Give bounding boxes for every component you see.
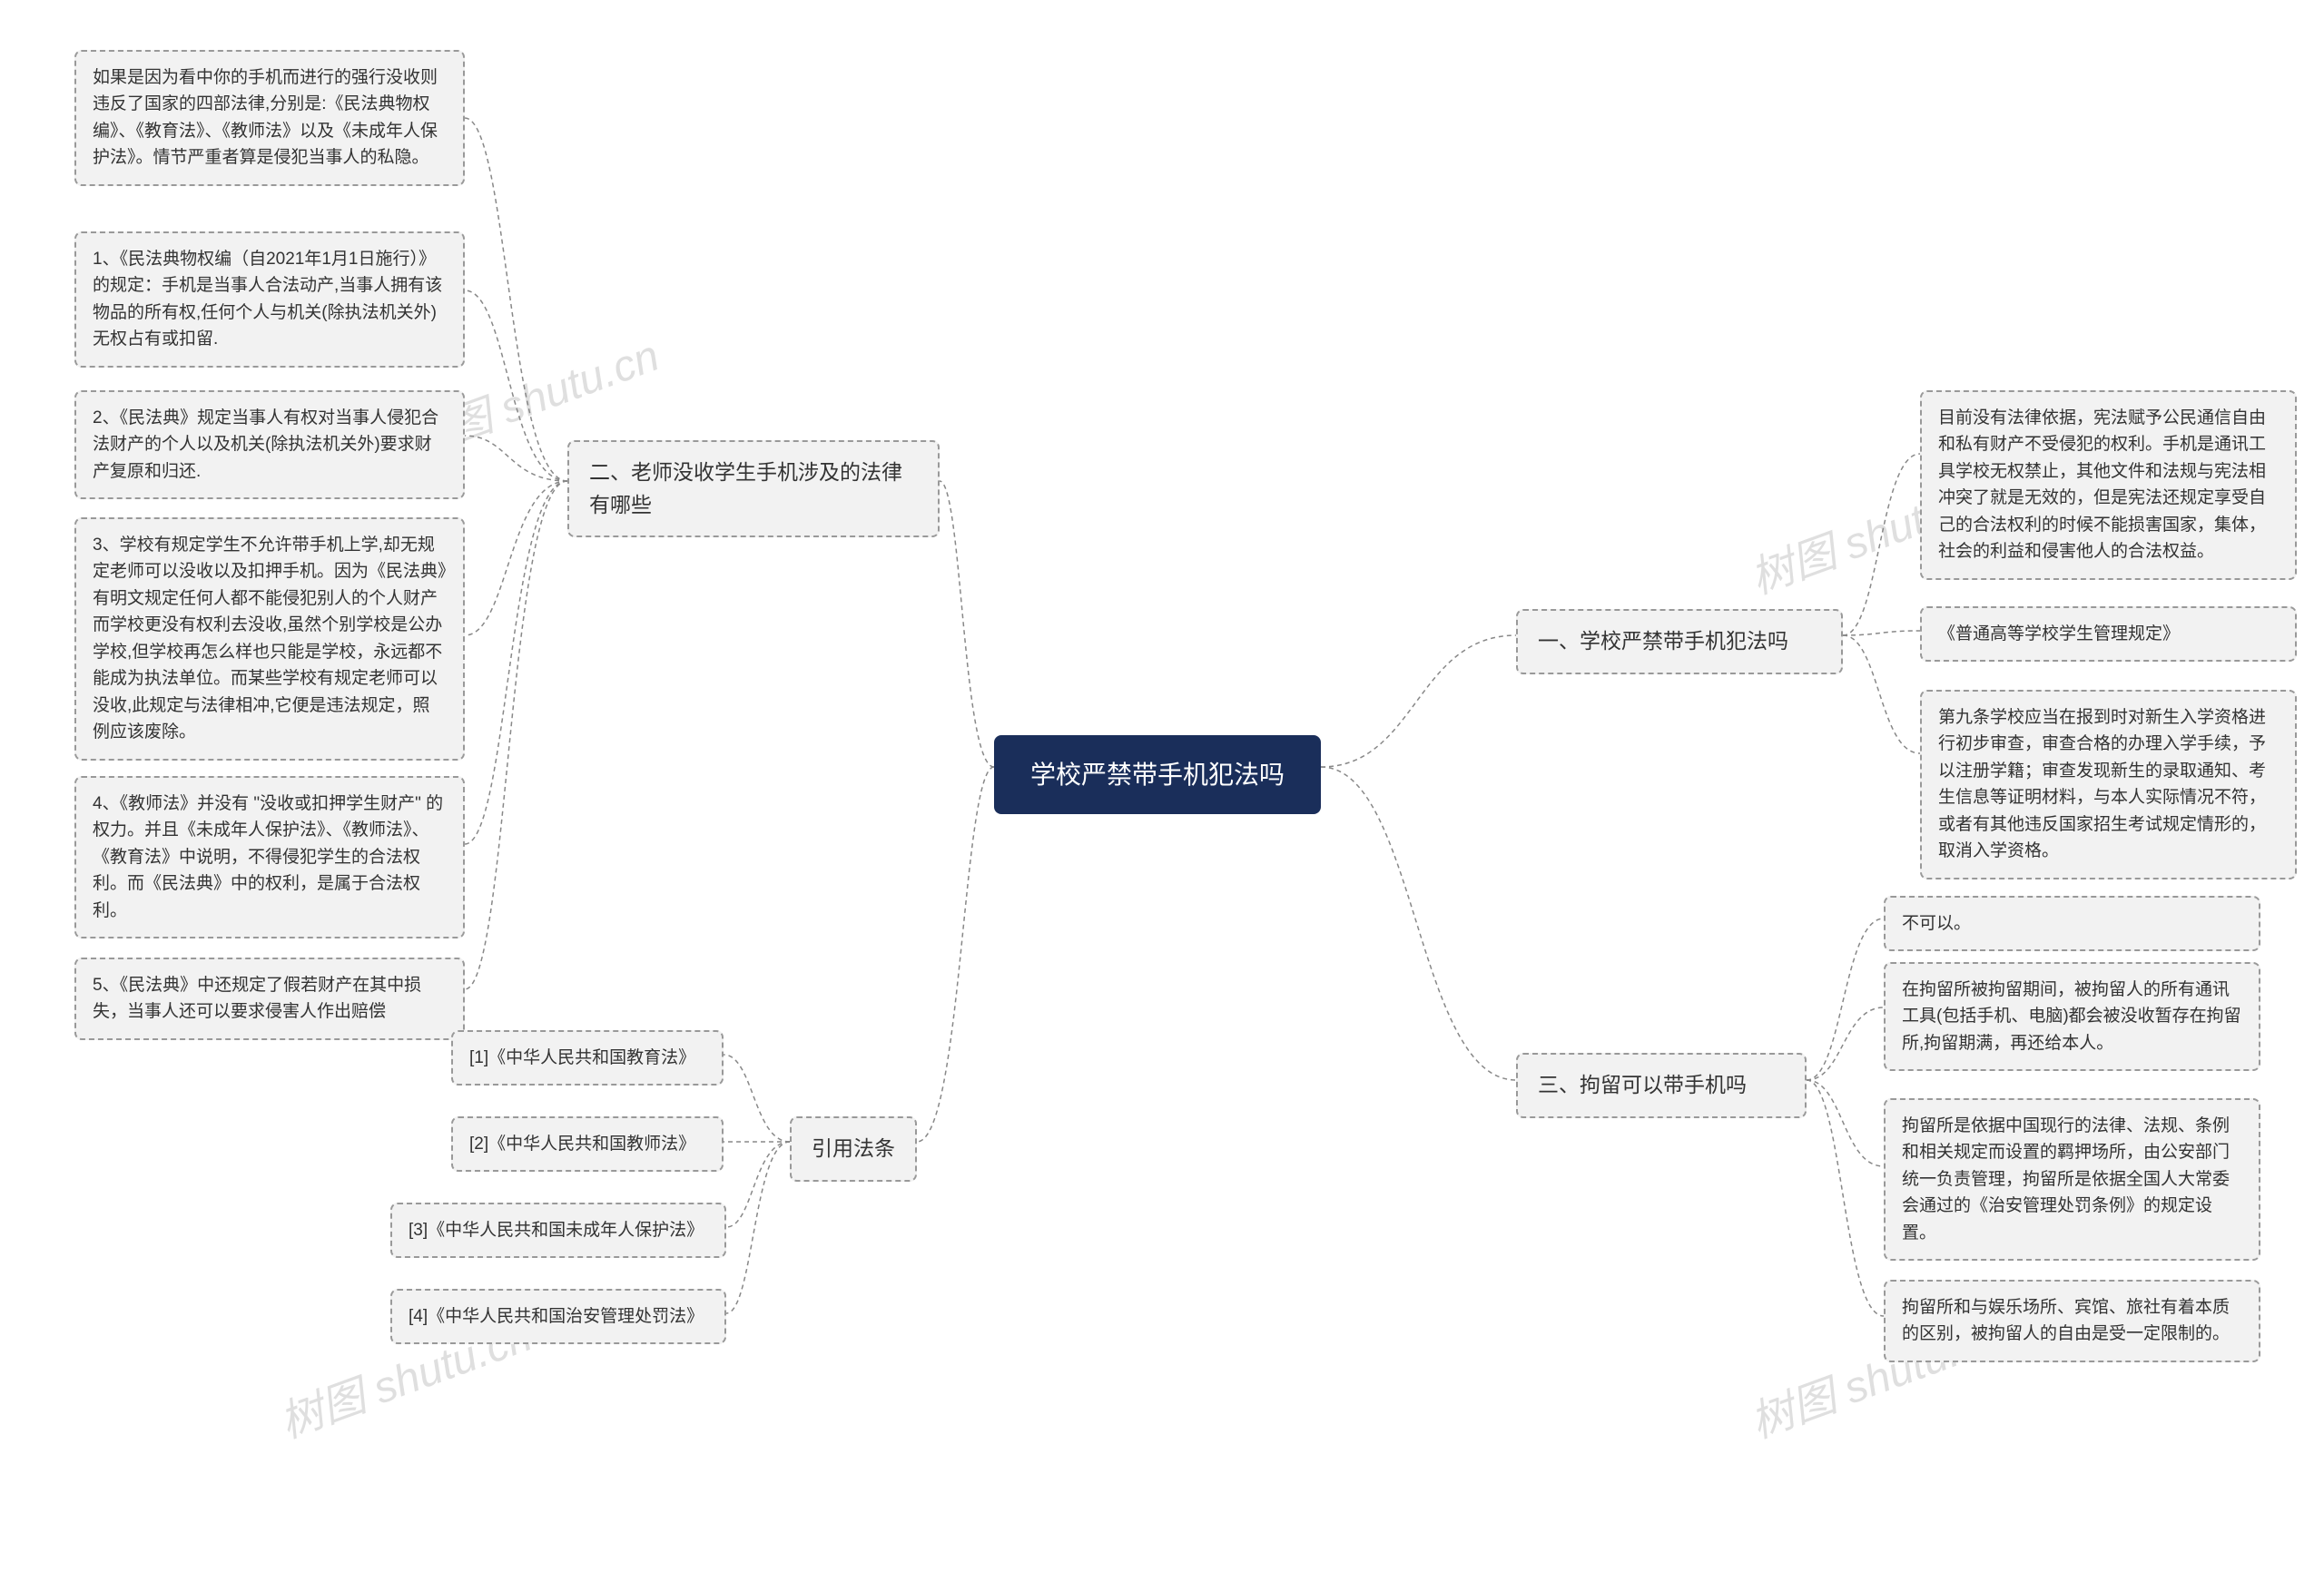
leaf-b3-0: 不可以。 bbox=[1884, 896, 2260, 951]
leaf-b3-3: 拘留所和与娱乐场所、宾馆、旅社有着本质的区别，被拘留人的自由是受一定限制的。 bbox=[1884, 1280, 2260, 1362]
leaf-b2-1: 1、《民法典物权编（自2021年1月1日施行）》的规定：手机是当事人合法动产,当… bbox=[74, 231, 465, 368]
leaf-b2-2: 2、《民法典》规定当事人有权对当事人侵犯合法财产的个人以及机关(除执法机关外)要… bbox=[74, 390, 465, 499]
root-node[interactable]: 学校严禁带手机犯法吗 bbox=[994, 735, 1321, 814]
leaf-b3-2: 拘留所是依据中国现行的法律、法规、条例和相关规定而设置的羁押场所，由公安部门统一… bbox=[1884, 1098, 2260, 1261]
branch-1[interactable]: 一、学校严禁带手机犯法吗 bbox=[1516, 609, 1843, 674]
leaf-b4-1: [2]《中华人民共和国教师法》 bbox=[451, 1116, 724, 1172]
leaf-b1-1: 《普通高等学校学生管理规定》 bbox=[1920, 606, 2297, 662]
leaf-b2-4: 4、《教师法》并没有 "没收或扣押学生财产" 的权力。并且《未成年人保护法》、《… bbox=[74, 776, 465, 938]
leaf-b2-5: 5、《民法典》中还规定了假若财产在其中损失，当事人还可以要求侵害人作出赔偿 bbox=[74, 958, 465, 1040]
leaf-b4-2: [3]《中华人民共和国未成年人保护法》 bbox=[390, 1203, 726, 1258]
leaf-b1-0: 目前没有法律依据，宪法赋予公民通信自由和私有财产不受侵犯的权利。手机是通讯工具学… bbox=[1920, 390, 2297, 580]
branch-4[interactable]: 引用法条 bbox=[790, 1116, 917, 1182]
leaf-b1-2: 第九条学校应当在报到时对新生入学资格进行初步审查，审查合格的办理入学手续，予以注… bbox=[1920, 690, 2297, 879]
branch-2[interactable]: 二、老师没收学生手机涉及的法律有哪些 bbox=[567, 440, 940, 537]
leaf-b4-0: [1]《中华人民共和国教育法》 bbox=[451, 1030, 724, 1086]
leaf-b2-0: 如果是因为看中你的手机而进行的强行没收则违反了国家的四部法律,分别是:《民法典物… bbox=[74, 50, 465, 186]
leaf-b4-3: [4]《中华人民共和国治安管理处罚法》 bbox=[390, 1289, 726, 1344]
leaf-b2-3: 3、学校有规定学生不允许带手机上学,却无规定老师可以没收以及扣押手机。因为《民法… bbox=[74, 517, 465, 761]
leaf-b3-1: 在拘留所被拘留期间，被拘留人的所有通讯工具(包括手机、电脑)都会被没收暂存在拘留… bbox=[1884, 962, 2260, 1071]
mindmap-canvas: 树图 shutu.cn 树图 shutu.cn 树图 shutu.cn 树图 s… bbox=[0, 0, 2324, 1572]
branch-3[interactable]: 三、拘留可以带手机吗 bbox=[1516, 1053, 1807, 1118]
